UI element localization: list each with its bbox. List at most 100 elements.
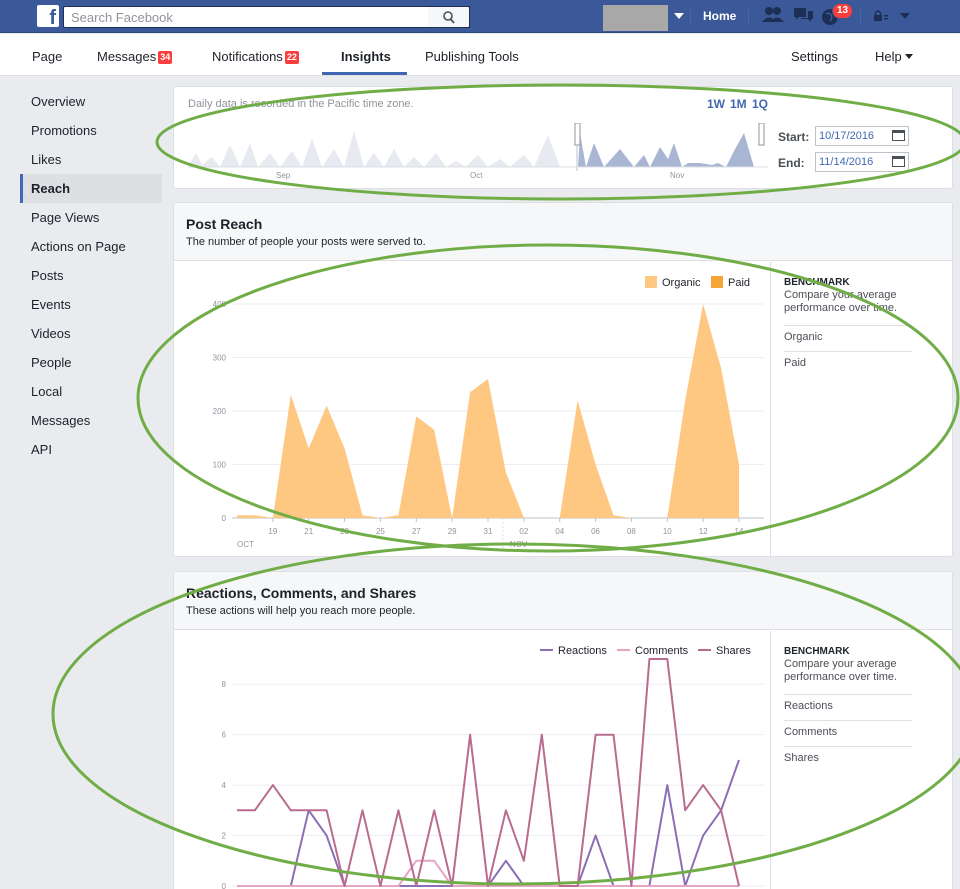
calendar-icon[interactable] (892, 130, 905, 141)
sidebar-item-people[interactable]: People (31, 355, 72, 370)
home-link[interactable]: Home (703, 9, 737, 23)
messages-icon[interactable] (792, 5, 814, 25)
x-tick-label: 29 (448, 527, 457, 536)
benchmark-paid[interactable]: Paid (784, 357, 807, 369)
sidebar-item-local[interactable]: Local (31, 384, 63, 399)
divider (784, 746, 912, 747)
sidebar-item-videos[interactable]: Videos (31, 326, 71, 341)
y-tick-label: 4 (222, 781, 227, 790)
sidebar-item-promotions[interactable]: Promotions (31, 123, 97, 138)
search-icon (443, 11, 455, 24)
sidebar-item-actions-on-page[interactable]: Actions on Page (31, 239, 126, 254)
y-tick-label: 8 (222, 680, 227, 689)
active-tab-indicator (322, 72, 407, 75)
timeline-end-handle[interactable] (758, 123, 765, 146)
notifications-tab-badge: 22 (284, 51, 299, 64)
tab-notifications[interactable]: Notifications 22 (212, 49, 299, 64)
x-tick-label: 23 (340, 527, 349, 536)
notifications-badge: 13 (832, 3, 854, 19)
timeline-start-handle[interactable] (574, 123, 581, 146)
range-1q-link[interactable]: 1Q (752, 97, 769, 111)
x-tick-label: 02 (519, 527, 528, 536)
divider (784, 720, 912, 721)
sidebar-item-page-views[interactable]: Page Views (31, 210, 100, 225)
line-series-shares (237, 658, 740, 887)
timeline-month-sep: Sep (276, 171, 291, 180)
x-tick-label: 27 (412, 527, 421, 536)
x-tick-label: 19 (268, 527, 277, 536)
post-reach-card: Post Reach The number of people your pos… (173, 202, 953, 557)
sidebar-item-events[interactable]: Events (31, 297, 71, 312)
facebook-logo-icon[interactable]: f (37, 5, 59, 27)
search-button[interactable] (428, 6, 470, 28)
benchmark-description: Compare your average performance over ti… (784, 658, 898, 683)
x-month-label: NOV (510, 540, 528, 549)
messages-badge: 34 (158, 51, 173, 64)
x-tick-label: 10 (663, 527, 672, 536)
reactions-comments-shares-card: Reactions, Comments, and Shares These ac… (173, 571, 953, 889)
rcs-benchmark: BENCHMARK Compare your average performan… (770, 631, 952, 889)
tab-publishing-tools[interactable]: Publishing Tools (425, 49, 519, 64)
insights-sidebar: Overview Promotions Likes Reach Page Vie… (20, 87, 162, 464)
timeline-scrubber[interactable]: Sep Oct Nov (188, 123, 768, 181)
x-tick-label: 08 (627, 527, 636, 536)
friend-requests-icon[interactable] (762, 5, 784, 25)
line-series-reactions (237, 759, 740, 887)
chevron-down-icon[interactable] (674, 13, 684, 19)
calendar-icon[interactable] (892, 156, 905, 167)
rcs-subtitle: These actions will help you reach more p… (186, 605, 416, 617)
post-reach-subtitle: The number of people your posts were ser… (186, 236, 426, 248)
divider (784, 325, 912, 326)
profile-avatar[interactable] (603, 5, 668, 31)
y-tick-label: 300 (213, 354, 227, 363)
x-month-label: OCT (237, 540, 254, 549)
tab-help[interactable]: Help (875, 49, 913, 64)
x-tick-label: 14 (735, 527, 744, 536)
page-nav: Page Messages 34 Notifications 22 Insights… (0, 34, 960, 76)
account-menu-caret-icon[interactable] (900, 13, 910, 19)
end-date-label: End: (778, 156, 805, 170)
x-tick-label: 06 (591, 527, 600, 536)
divider (690, 9, 691, 25)
timeline-past-area (188, 131, 568, 167)
benchmark-organic[interactable]: Organic (784, 331, 823, 343)
privacy-shortcuts-icon[interactable] (874, 10, 896, 24)
benchmark-description: Compare your average performance over ti… (784, 289, 898, 314)
date-range-card: Daily data is recorded in the Pacific ti… (173, 86, 953, 189)
x-tick-label: 12 (699, 527, 708, 536)
rcs-chart: 0 2 4 6 8 (222, 658, 764, 889)
x-tick-label: 21 (304, 527, 313, 536)
sidebar-item-overview[interactable]: Overview (31, 94, 86, 109)
benchmark-shares[interactable]: Shares (784, 752, 819, 764)
y-tick-label: 0 (222, 514, 227, 523)
divider (784, 351, 912, 352)
benchmark-comments[interactable]: Comments (784, 726, 838, 738)
post-reach-header: Post Reach The number of people your pos… (174, 203, 952, 261)
range-1m-link[interactable]: 1M (730, 97, 747, 111)
divider (860, 9, 861, 25)
search-input[interactable] (64, 7, 424, 27)
sidebar-item-api[interactable]: API (31, 442, 52, 457)
tab-page[interactable]: Page (32, 49, 63, 64)
x-tick-label: 31 (484, 527, 493, 536)
chevron-down-icon (904, 54, 913, 59)
benchmark-reactions[interactable]: Reactions (784, 700, 833, 712)
rcs-title: Reactions, Comments, and Shares (186, 585, 417, 601)
divider (748, 9, 749, 25)
sidebar-item-likes[interactable]: Likes (31, 152, 62, 167)
tab-messages[interactable]: Messages 34 (97, 49, 173, 64)
sidebar-item-posts[interactable]: Posts (31, 268, 64, 283)
top-bar: f Home 13 (0, 0, 960, 33)
tab-settings[interactable]: Settings (791, 49, 838, 64)
search-box (63, 6, 470, 28)
divider (784, 694, 912, 695)
timeline-month-nov: Nov (670, 171, 684, 180)
start-date-label: Start: (778, 130, 810, 144)
tab-insights[interactable]: Insights (341, 49, 391, 64)
y-tick-label: 2 (222, 832, 227, 841)
tab-notifications-label: Notifications (212, 49, 283, 64)
range-1w-link[interactable]: 1W (707, 97, 725, 111)
sidebar-item-messages[interactable]: Messages (31, 413, 91, 428)
x-tick-label: 25 (376, 527, 385, 536)
sidebar-item-reach[interactable]: Reach (20, 174, 162, 203)
